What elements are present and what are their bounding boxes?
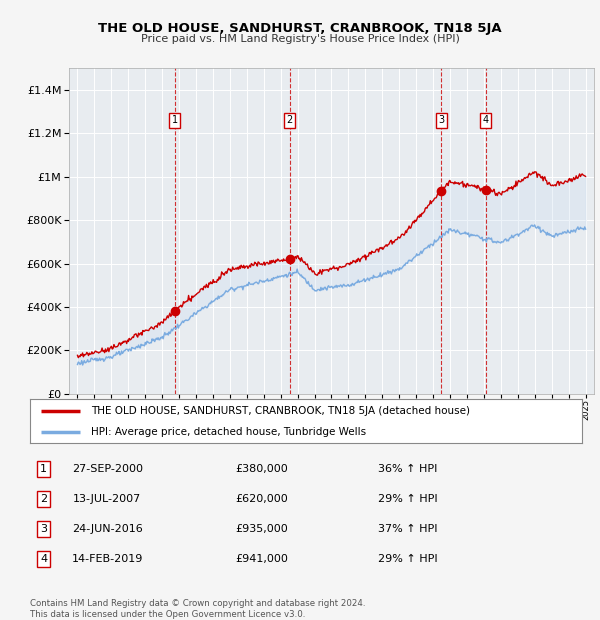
Text: THE OLD HOUSE, SANDHURST, CRANBROOK, TN18 5JA: THE OLD HOUSE, SANDHURST, CRANBROOK, TN1… [98, 22, 502, 35]
Text: 2: 2 [287, 115, 293, 125]
Text: Price paid vs. HM Land Registry's House Price Index (HPI): Price paid vs. HM Land Registry's House … [140, 34, 460, 44]
Text: 2: 2 [40, 494, 47, 504]
Text: THE OLD HOUSE, SANDHURST, CRANBROOK, TN18 5JA (detached house): THE OLD HOUSE, SANDHURST, CRANBROOK, TN1… [91, 406, 470, 416]
Text: 1: 1 [172, 115, 178, 125]
Text: £620,000: £620,000 [235, 494, 288, 504]
Text: 29% ↑ HPI: 29% ↑ HPI [378, 554, 437, 564]
Text: 14-FEB-2019: 14-FEB-2019 [71, 554, 143, 564]
Text: 29% ↑ HPI: 29% ↑ HPI [378, 494, 437, 504]
Text: £941,000: £941,000 [235, 554, 288, 564]
Text: 3: 3 [438, 115, 445, 125]
Text: £935,000: £935,000 [235, 524, 288, 534]
Text: HPI: Average price, detached house, Tunbridge Wells: HPI: Average price, detached house, Tunb… [91, 427, 366, 437]
Text: 4: 4 [483, 115, 489, 125]
Text: £380,000: £380,000 [235, 464, 288, 474]
Text: 3: 3 [40, 524, 47, 534]
Text: 13-JUL-2007: 13-JUL-2007 [73, 494, 142, 504]
Text: 27-SEP-2000: 27-SEP-2000 [72, 464, 143, 474]
Text: 37% ↑ HPI: 37% ↑ HPI [378, 524, 437, 534]
Text: 36% ↑ HPI: 36% ↑ HPI [378, 464, 437, 474]
Text: Contains HM Land Registry data © Crown copyright and database right 2024.
This d: Contains HM Land Registry data © Crown c… [30, 600, 365, 619]
Text: 4: 4 [40, 554, 47, 564]
Text: 1: 1 [40, 464, 47, 474]
Text: 24-JUN-2016: 24-JUN-2016 [72, 524, 143, 534]
